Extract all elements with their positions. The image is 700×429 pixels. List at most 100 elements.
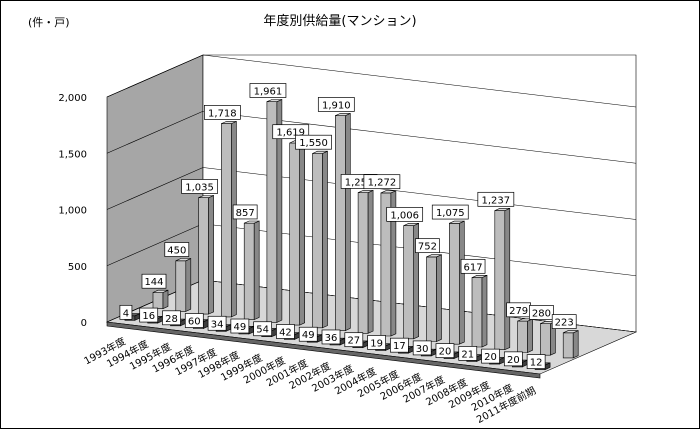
data-label-back-16: 279	[506, 302, 531, 318]
data-label-back-15: 1,237	[477, 191, 515, 207]
data-label-front-4-text: 34	[211, 319, 224, 330]
data-label-back-12-text: 752	[418, 242, 437, 253]
data-label-back-3: 1,718	[204, 105, 241, 120]
bar-back-9-face	[357, 192, 369, 334]
data-label-back-2-box	[181, 179, 218, 194]
data-label-front-6-box	[253, 321, 273, 337]
bar-back-18	[562, 330, 579, 359]
bar-back-8-top	[335, 113, 351, 116]
bar-back-9	[357, 189, 374, 334]
bar-back-13	[448, 220, 465, 345]
data-label-front-12-text: 17	[393, 341, 406, 352]
bar-back-13-top	[449, 220, 465, 224]
bar-back-15-side	[504, 207, 511, 351]
bar-back-0-side	[162, 289, 169, 310]
data-label-back-18-box	[551, 314, 577, 329]
data-label-front-16: 20	[481, 348, 500, 364]
bar-back-15-top	[494, 208, 510, 211]
data-label-front-10-text: 27	[347, 336, 360, 347]
data-label-back-13-box	[431, 204, 469, 220]
data-label-front-10: 27	[344, 332, 364, 348]
data-label-back-2-text: 1,035	[185, 182, 214, 193]
bar-back-14	[471, 274, 488, 348]
data-label-front-12: 17	[390, 337, 409, 353]
gridline-side	[106, 167, 204, 210]
bar-back-12-face	[426, 256, 437, 342]
data-label-back-16-text: 279	[509, 306, 528, 317]
bar-back-13-side	[458, 220, 465, 345]
bar-back-14-side	[481, 274, 488, 348]
data-label-front-2-text: 28	[165, 314, 178, 325]
data-label-front-13: 30	[412, 340, 432, 356]
data-label-back-5: 1,961	[249, 83, 287, 98]
data-label-back-1-text: 450	[167, 246, 186, 257]
data-label-front-9-text: 36	[325, 333, 338, 344]
bar-back-9-side	[367, 189, 374, 334]
bar-back-12-side	[436, 254, 442, 342]
bar-back-16-face	[517, 320, 528, 353]
data-label-back-15-text: 1,237	[482, 195, 511, 206]
data-label-back-13-text: 1,075	[436, 208, 465, 219]
floor-edge	[106, 321, 541, 379]
gridline-side	[106, 223, 204, 267]
data-label-front-5: 49	[230, 318, 250, 334]
bar-back-15-face	[494, 210, 506, 351]
bar-back-0	[152, 289, 169, 310]
data-label-back-17: 280	[529, 305, 554, 320]
bar-back-1-top	[175, 258, 191, 262]
data-label-back-11: 1,006	[386, 206, 424, 222]
chart-title: 年度別供給量(マンション)	[263, 13, 416, 29]
bar-back-1-face	[175, 260, 187, 312]
bar-back-10	[380, 190, 397, 337]
bar-back-7-top	[312, 150, 328, 154]
data-label-back-8: 1,910	[317, 97, 355, 112]
data-label-front-2-box	[162, 310, 181, 326]
data-label-back-5-box	[249, 83, 287, 98]
bar-back-4-side	[253, 220, 260, 321]
gridline-side	[106, 110, 204, 154]
data-label-back-8-box	[317, 97, 355, 112]
data-label-front-2: 28	[162, 310, 181, 326]
data-label-front-0-text: 4	[123, 308, 129, 319]
data-label-front-4-box	[207, 315, 227, 331]
data-label-back-17-text: 280	[532, 308, 551, 319]
bar-back-0-top	[152, 289, 169, 293]
data-label-front-7-text: 42	[279, 327, 292, 338]
data-label-back-4: 857	[232, 204, 258, 220]
data-label-front-17-box	[503, 351, 523, 367]
bar-back-16-side	[527, 318, 533, 353]
bar-back-2-face	[198, 197, 209, 315]
bar-back-7-face	[312, 153, 323, 329]
data-label-front-14-text: 20	[439, 347, 452, 358]
data-label-front-15-text: 21	[461, 349, 474, 360]
data-label-front-1: 16	[139, 307, 159, 323]
data-label-back-6-text: 1,619	[276, 128, 305, 139]
data-label-back-13: 1,075	[431, 204, 469, 220]
bar-back-4	[243, 220, 260, 321]
bar-back-12	[426, 254, 442, 342]
bar-back-14-face	[471, 277, 483, 348]
data-label-back-7-text: 1,550	[299, 138, 328, 149]
bar-back-2-top	[198, 195, 214, 198]
data-label-front-0: 4	[119, 304, 133, 320]
unit-label: (件・戸)	[28, 16, 70, 29]
data-label-back-14: 617	[460, 258, 486, 274]
bar-back-7	[312, 150, 328, 329]
data-label-front-4: 34	[207, 315, 227, 331]
data-label-back-14-box	[460, 258, 486, 274]
data-label-front-1-box	[139, 307, 159, 323]
bar-back-14-top	[471, 274, 488, 278]
data-label-front-0-box	[119, 304, 133, 320]
bar-back-16	[517, 318, 533, 353]
bar-back-1-side	[185, 258, 192, 312]
data-label-front-16-text: 20	[484, 352, 497, 363]
bar-back-6-side	[299, 140, 306, 326]
data-label-back-1-box	[164, 242, 190, 257]
data-label-back-10-text: 1,272	[368, 178, 397, 189]
data-label-front-17: 20	[503, 351, 523, 367]
bar-back-11-face	[403, 225, 415, 340]
data-label-back-18: 223	[551, 314, 577, 329]
bar-back-18-side	[572, 330, 579, 359]
data-label-front-11-box	[367, 335, 386, 350]
bar-back-1	[175, 258, 192, 312]
